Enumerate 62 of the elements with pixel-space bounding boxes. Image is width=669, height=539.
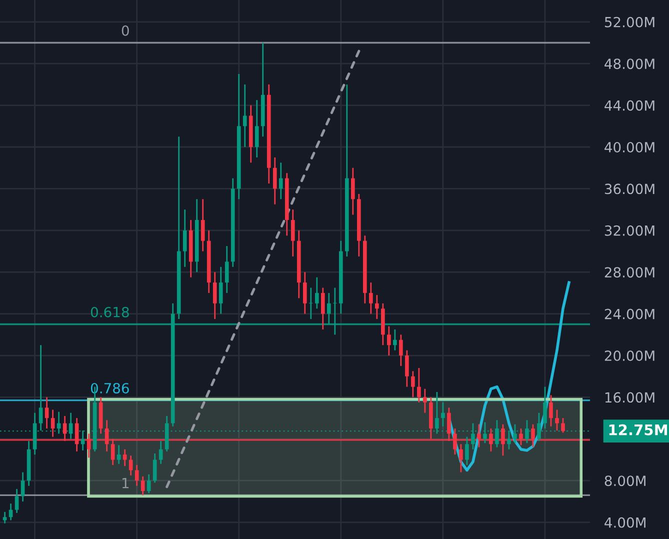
candlestick: [405, 350, 409, 388]
candlestick: [369, 282, 373, 315]
candlestick: [411, 370, 415, 398]
candlestick: [152, 452, 157, 484]
candlestick: [212, 271, 217, 320]
candlestick: [14, 488, 19, 514]
candlestick: [441, 402, 445, 428]
candlestick: [272, 156, 277, 206]
annotation: 0.618: [90, 306, 129, 318]
candlestick: [218, 266, 223, 315]
y-tick-label: 44.00M: [604, 100, 654, 111]
candlestick: [459, 443, 463, 473]
candlestick: [20, 472, 25, 502]
candlestick: [555, 409, 559, 432]
candlestick: [254, 99, 259, 158]
candlestick: [122, 448, 127, 467]
y-tick-label: 16.00M: [605, 392, 654, 403]
candlestick: [116, 444, 121, 465]
annotation: 1: [122, 478, 129, 488]
candlestick: [320, 287, 325, 330]
candlestick: [561, 417, 565, 434]
candlestick: [158, 440, 163, 465]
y-tick-label: 24.00M: [604, 308, 654, 320]
candlestick: [465, 436, 469, 466]
candlestick: [387, 326, 391, 356]
candlestick: [200, 198, 205, 252]
candlestick: [38, 344, 43, 432]
y-tick-label: 40.00M: [604, 142, 654, 152]
candlestick: [314, 276, 319, 310]
candlestick: [140, 476, 145, 496]
candlestick: [393, 328, 397, 351]
candlestick: [44, 396, 49, 430]
candlestick: [146, 474, 151, 494]
candlestick: [224, 245, 229, 294]
candlestick: [290, 208, 295, 258]
annotation: 0: [122, 25, 129, 36]
y-tick-label: 20.00M: [604, 350, 654, 361]
candlestick: [423, 388, 427, 414]
annotation: 0.786: [90, 382, 129, 394]
y-tick-label: 8.00M: [604, 476, 646, 486]
y-tick-label: 28.00M: [604, 267, 654, 278]
candlestick: [128, 454, 133, 476]
candlestick: [50, 409, 55, 438]
candlestick: [278, 162, 283, 200]
y-tick-label: 4.00M: [604, 517, 646, 528]
y-tick-label: 48.00M: [604, 58, 654, 70]
y-tick-label: 36.00M: [604, 184, 654, 194]
y-tick-label: 32.00M: [604, 225, 654, 236]
candlestick: [399, 334, 403, 367]
candlestick: [375, 294, 379, 320]
candlestick: [134, 464, 139, 487]
candlestick: [351, 167, 355, 216]
candlestick: [182, 208, 187, 268]
candlestick: [543, 386, 547, 430]
ref-line-label: 12.75M: [609, 424, 667, 436]
candlestick: [507, 430, 511, 450]
candlestick: [242, 84, 247, 148]
candlestick: [308, 287, 313, 320]
candlestick: [302, 271, 307, 315]
candlestick: [549, 394, 553, 428]
y-tick-label: 52.00M: [604, 16, 654, 28]
candlestick: [417, 367, 421, 404]
